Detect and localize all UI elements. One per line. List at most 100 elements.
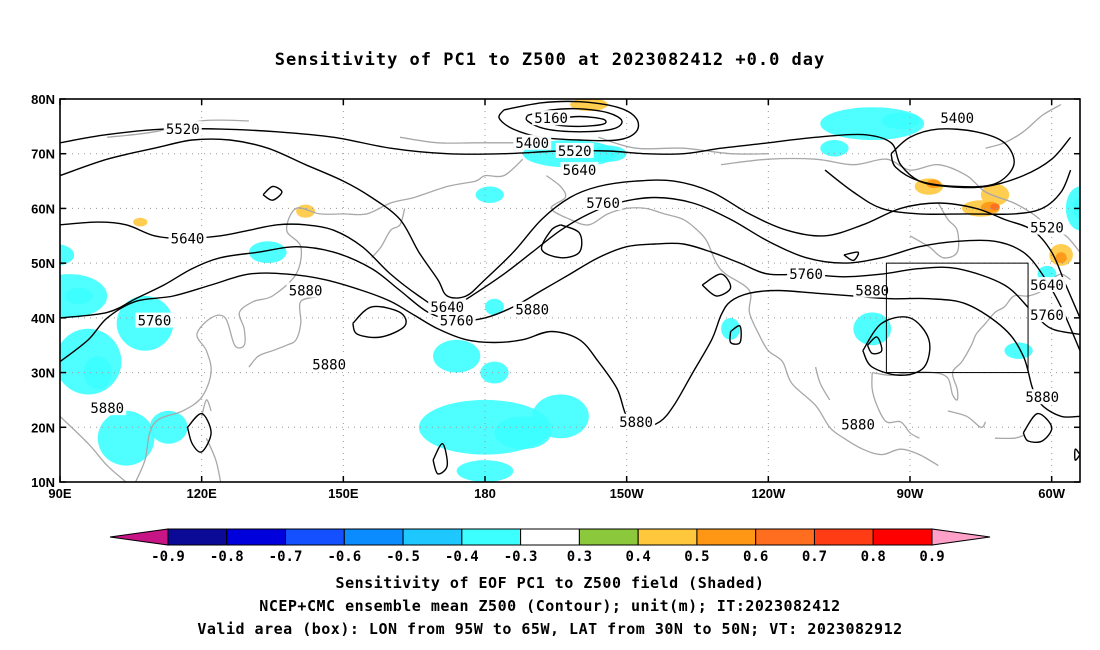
contour-5520	[824, 169, 1072, 215]
colorbar-label: 0.6	[743, 549, 768, 565]
coastline	[909, 202, 960, 259]
colorbar-label: -0.5	[386, 549, 420, 565]
contour-label: 5520	[1030, 221, 1064, 237]
sensitivity-patch	[820, 140, 849, 157]
colorbar-label: -0.6	[327, 549, 361, 565]
contour-5880	[1022, 412, 1053, 444]
y-tick-label: 30N	[31, 366, 55, 381]
contour-label: 5880	[1025, 390, 1059, 406]
y-tick-label: 20N	[31, 420, 55, 435]
contour-label-bg	[938, 110, 977, 126]
contour-label: 5760	[586, 196, 620, 212]
colorbar-box	[343, 528, 404, 546]
coastline	[371, 208, 406, 259]
contour-label: 5880	[312, 357, 346, 373]
coastline	[546, 175, 939, 467]
contour-label-bg	[1027, 307, 1066, 323]
sensitivity-patch	[475, 186, 504, 203]
coastline	[721, 157, 1080, 253]
coastline	[248, 289, 321, 368]
sensitivity-patch	[485, 298, 504, 316]
contour-5880	[1074, 448, 1080, 461]
y-tick-label: 10N	[31, 475, 55, 490]
colorbar-box	[813, 528, 874, 546]
sensitivity-patch	[1055, 252, 1067, 264]
x-tick-label: 60W	[1038, 486, 1065, 501]
contour-5760	[60, 242, 1080, 335]
colorbar-label: 0.9	[919, 549, 944, 565]
contour-label-bg	[513, 301, 552, 317]
contour-label-bg	[560, 162, 599, 178]
z500-contour-labels: 5520564058805760588058805640576058805160…	[88, 110, 1066, 434]
coastline	[947, 410, 987, 429]
colorbar-label: 0.8	[861, 549, 886, 565]
x-tick-label: 180	[474, 486, 496, 501]
colorbar-box	[402, 528, 463, 546]
contour-label: 5880	[289, 284, 323, 300]
colorbar-arrow-right	[931, 528, 991, 546]
contour-label-bg	[532, 110, 571, 126]
contour-label-bg	[135, 312, 174, 328]
colorbar-box	[578, 528, 639, 546]
colorbar-arrow-left	[109, 528, 169, 546]
contour-5640	[262, 185, 283, 201]
colorbar-label: 0.7	[802, 549, 827, 565]
sensitivity-patch	[588, 145, 627, 162]
contour-5880	[866, 336, 883, 355]
contour-label: 5760	[138, 314, 172, 330]
colorbar-label: 0.3	[567, 549, 592, 565]
sensitivity-patch	[133, 217, 148, 227]
coastline	[814, 366, 831, 401]
contour-label: 5520	[558, 144, 592, 160]
contour-label-bg	[513, 134, 552, 150]
coastline	[135, 158, 524, 482]
contour-label-bg	[163, 121, 202, 137]
colorbar-box	[637, 528, 698, 546]
coastline	[985, 103, 1062, 149]
contour-label: 5880	[841, 418, 875, 434]
contour-label: 5880	[515, 303, 549, 319]
contour-label-bg	[1027, 277, 1066, 293]
contour-label-bg	[1023, 389, 1062, 405]
sensitivity-patch	[60, 244, 75, 266]
contour-label: 5160	[534, 111, 568, 127]
caption-valid-area: Valid area (box): LON from 95W to 65W, L…	[197, 620, 903, 638]
caption-contour: NCEP+CMC ensemble mean Z500 (Contour); u…	[259, 597, 841, 615]
contour-label: 5880	[855, 284, 889, 300]
sensitivity-patch	[1004, 342, 1033, 359]
contour-5280	[498, 100, 640, 142]
contour-label: 5400	[515, 136, 549, 152]
contour-label-bg	[1027, 219, 1066, 235]
colorbar-label: -0.4	[445, 549, 479, 565]
contour-label: 5760	[789, 267, 823, 283]
sensitivity-patch	[248, 241, 287, 264]
contour-label: 5640	[171, 232, 205, 248]
sensitivity-patch	[64, 287, 94, 305]
y-tick-label: 60N	[31, 201, 55, 216]
colorbar-label: -0.8	[210, 549, 244, 565]
x-tick-label: 120W	[751, 486, 786, 501]
contour-5880	[843, 251, 860, 262]
y-tick-label: 40N	[31, 311, 55, 326]
coastline	[598, 136, 769, 155]
x-tick-label: 150W	[610, 486, 645, 501]
contour-label-bg	[839, 416, 878, 432]
contour-label-bg	[286, 282, 325, 298]
contour-label-bg	[428, 298, 467, 314]
sensitivity-patch	[83, 356, 112, 389]
colorbar-label: -0.9	[151, 549, 185, 565]
colorbar-box	[285, 528, 345, 546]
coastline	[994, 434, 1024, 440]
contour-5880	[729, 325, 742, 345]
y-tick-label: 80N	[31, 92, 55, 107]
contour-label: 5880	[90, 401, 124, 417]
colorbar: -0.9 -0.8 -0.7 -0.6 -0.5 -0.4 -0.3 0.3 0.4 0.5 0.6…	[109, 528, 991, 565]
y-tick-label: 50N	[31, 256, 55, 271]
colorbar-box	[167, 528, 228, 546]
contour-5880	[432, 442, 449, 475]
contour-5640	[701, 273, 732, 297]
colorbar-label: 0.4	[626, 549, 651, 565]
contour-5880	[862, 316, 931, 377]
colorbar-label: -0.3	[504, 549, 538, 565]
